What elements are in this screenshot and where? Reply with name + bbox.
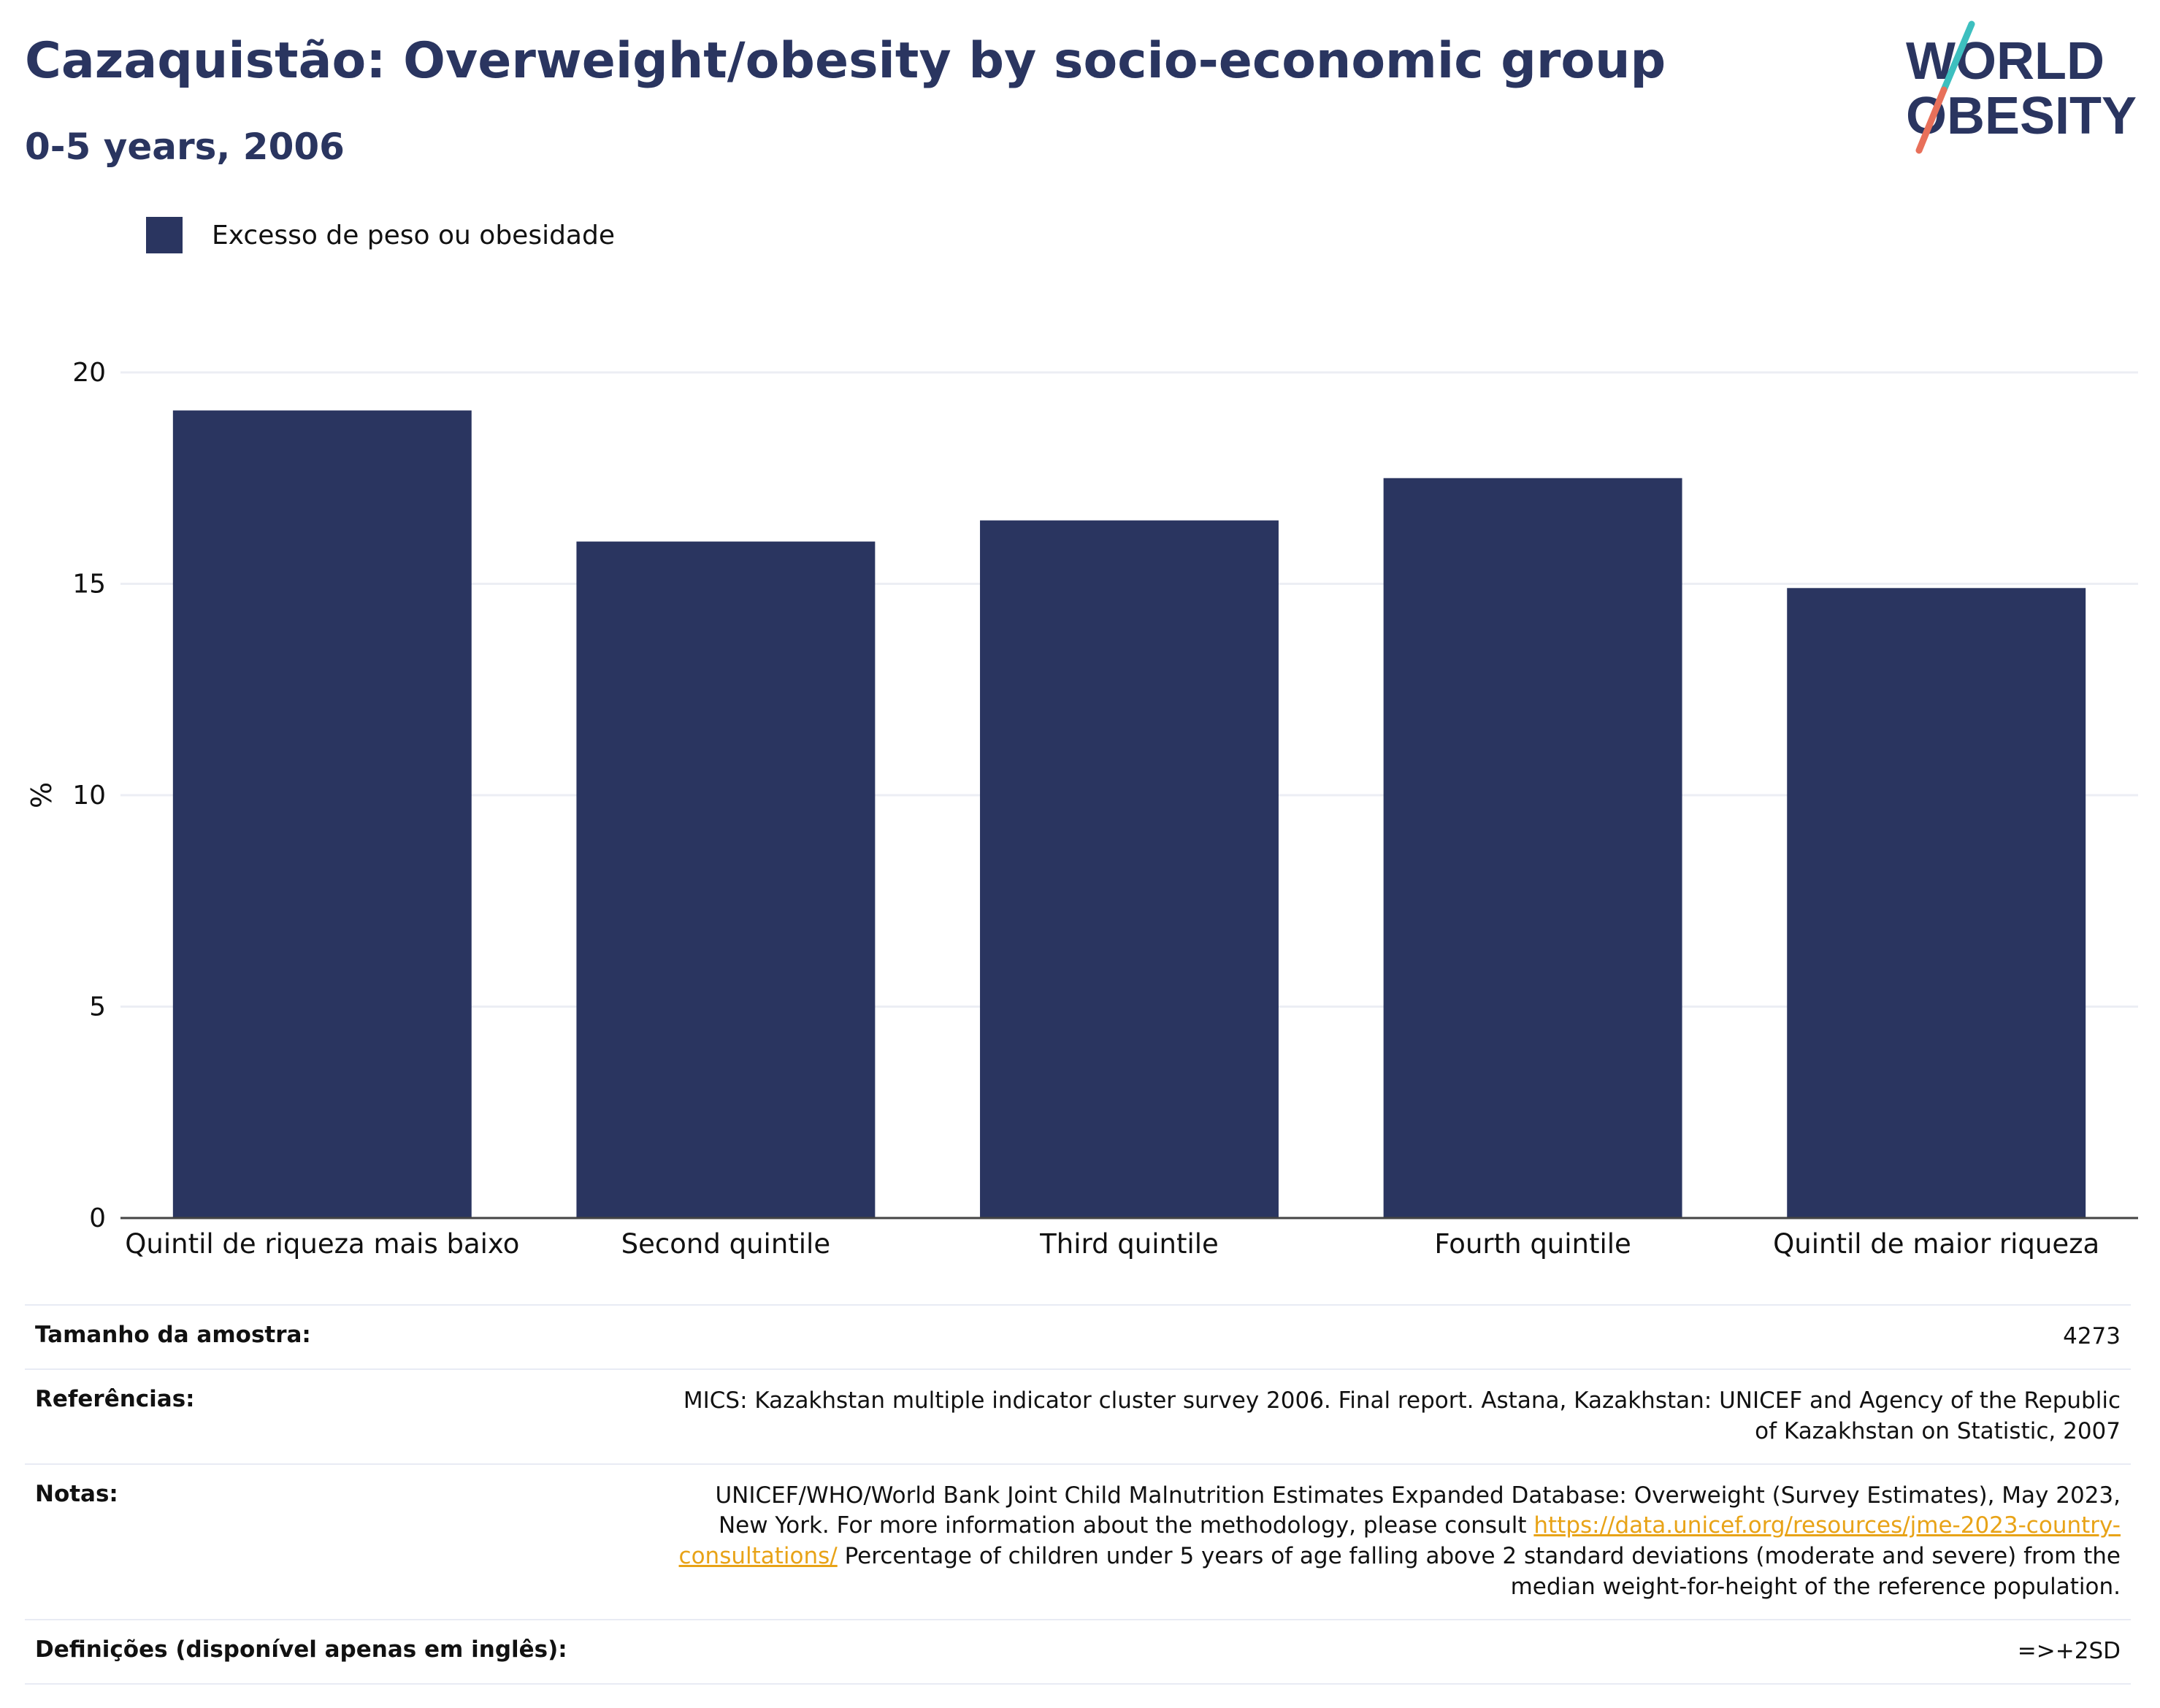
chart-legend: Excesso de peso ou obesidade xyxy=(146,216,615,254)
bar xyxy=(172,410,472,1218)
chart-subtitle: 0-5 years, 2006 xyxy=(25,126,345,168)
chart-title: Cazaquistão: Overweight/obesity by socio… xyxy=(25,32,1666,90)
notes-text-2: Percentage of children under 5 years of … xyxy=(844,1543,2121,1601)
sample-size-label: Tamanho da amostra: xyxy=(35,1322,311,1348)
bar xyxy=(1787,588,2086,1218)
references-row: Referências: MICS: Kazakhstan multiple i… xyxy=(25,1368,2131,1463)
legend-swatch xyxy=(146,217,183,253)
info-table: Tamanho da amostra: 4273 Referências: MI… xyxy=(25,1304,2131,1685)
legend-label: Excesso de peso ou obesidade xyxy=(212,220,615,250)
notes-value: UNICEF/WHO/World Bank Joint Child Malnut… xyxy=(660,1481,2121,1603)
x-tick-label: Third quintile xyxy=(1039,1228,1219,1260)
definitions-value: =>+2SD xyxy=(2017,1637,2121,1664)
logo-teal-slash xyxy=(1940,20,1975,93)
notes-text-1: UNICEF/WHO/World Bank Joint Child Malnut… xyxy=(715,1482,2121,1539)
sample-size-value: 4273 xyxy=(2063,1323,2121,1349)
world-obesity-logo: WORLD OBESITY xyxy=(1906,20,2137,154)
x-tick-label: Quintil de riqueza mais baixo xyxy=(125,1228,519,1260)
definitions-label: Definições (disponível apenas em inglês)… xyxy=(35,1636,567,1663)
notes-row: Notas: UNICEF/WHO/World Bank Joint Child… xyxy=(25,1463,2131,1619)
x-tick-label: Fourth quintile xyxy=(1434,1228,1631,1260)
y-axis-title: % xyxy=(26,782,58,808)
y-tick-label: 5 xyxy=(89,992,106,1022)
logo-line1: WORLD xyxy=(1906,32,2105,91)
references-value: MICS: Kazakhstan multiple indicator clus… xyxy=(683,1387,2121,1444)
bar xyxy=(576,541,876,1218)
y-tick-label: 10 xyxy=(72,781,106,811)
bar-chart: 0 5 10 15 20% Quintil de riqueza mais baixo Se… xyxy=(26,358,2138,1260)
x-tick-label: Quintil de maior riqueza xyxy=(1773,1228,2099,1260)
y-tick-label: 20 xyxy=(72,358,106,388)
bar xyxy=(1383,478,1682,1218)
y-tick-label: 15 xyxy=(72,570,106,600)
sample-size-row: Tamanho da amostra: 4273 xyxy=(25,1304,2131,1368)
references-label: Referências: xyxy=(35,1385,195,1412)
notes-label: Notas: xyxy=(35,1480,118,1507)
definitions-row: Definições (disponível apenas em inglês)… xyxy=(25,1618,2131,1685)
bar xyxy=(980,520,1279,1218)
x-tick-label: Second quintile xyxy=(621,1228,830,1260)
notes-link[interactable]: https://data.unicef.org/resources/jme-20… xyxy=(678,1512,2121,1570)
logo-coral-slash xyxy=(1915,86,1948,154)
y-tick-label: 0 xyxy=(89,1203,106,1233)
